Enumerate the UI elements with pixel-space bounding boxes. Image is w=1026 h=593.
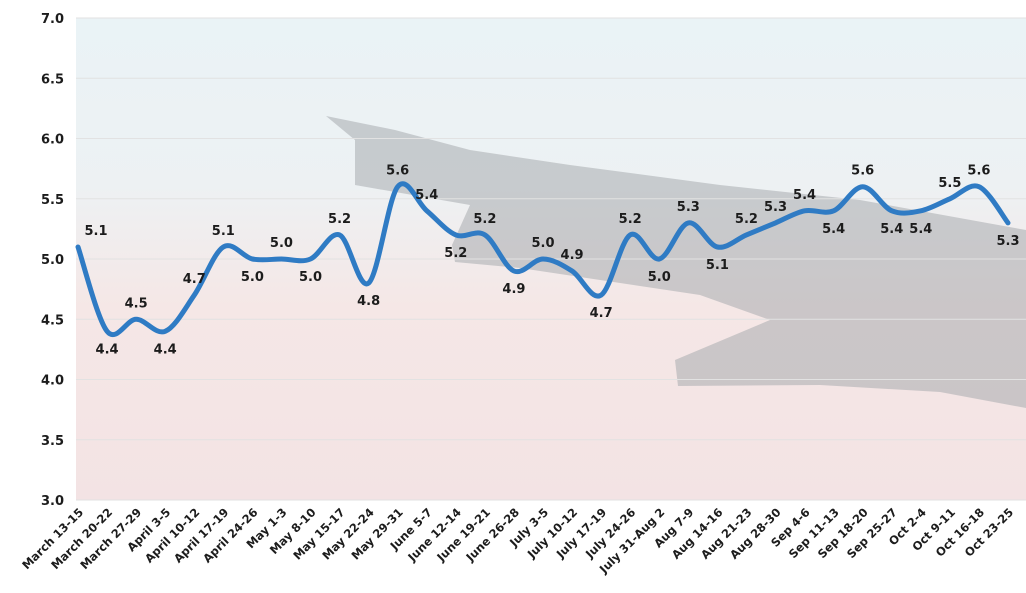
data-label: 5.4 (880, 222, 903, 237)
y-tick-label: 3.0 (41, 494, 64, 509)
y-axis: 3.0 3.5 4.0 4.5 5.0 5.5 6.0 6.5 7.0 (41, 12, 64, 509)
y-tick-label: 5.0 (41, 253, 64, 268)
series-path (75, 181, 1011, 337)
data-label: 4.8 (357, 294, 380, 309)
data-label: 4.4 (154, 342, 177, 357)
data-label: 5.3 (764, 200, 787, 215)
data-label: 5.4 (415, 188, 438, 203)
y-tick-label: 3.5 (41, 434, 64, 449)
data-label: 5.6 (851, 164, 874, 179)
data-label: 5.4 (909, 222, 932, 237)
data-label: 4.5 (125, 296, 148, 311)
data-label: 5.0 (299, 270, 322, 285)
y-tick-label: 5.5 (41, 193, 64, 208)
y-tick-label: 6.5 (41, 72, 64, 87)
data-label: 5.0 (648, 270, 671, 285)
y-tick-label: 7.0 (41, 12, 64, 27)
data-label: 5.2 (444, 246, 467, 261)
data-label: 5.6 (386, 164, 409, 179)
data-label: 5.5 (938, 176, 961, 191)
data-label: 5.3 (996, 234, 1019, 249)
data-label: 5.1 (706, 258, 729, 273)
data-label: 5.4 (822, 222, 845, 237)
data-label: 5.6 (967, 164, 990, 179)
data-label: 5.0 (241, 270, 264, 285)
data-label: 5.2 (619, 212, 642, 227)
data-label: 4.9 (561, 248, 584, 263)
data-label: 4.7 (183, 272, 206, 287)
data-label: 5.0 (270, 236, 293, 251)
y-tick-label: 6.0 (41, 133, 64, 148)
y-tick-label: 4.0 (41, 374, 64, 389)
data-label: 5.2 (473, 212, 496, 227)
data-label: 5.4 (793, 188, 816, 203)
data-label: 5.2 (328, 212, 351, 227)
data-labels: 5.1 4.4 4.5 4.4 4.7 5.1 5.0 5.0 5.0 5.2 4.8 5.6 5.4 5… (84, 164, 1019, 358)
data-label: 4.7 (590, 306, 613, 321)
data-label: 5.3 (677, 200, 700, 215)
data-label: 5.1 (84, 224, 107, 239)
data-label: 5.1 (212, 224, 235, 239)
y-tick-label: 4.5 (41, 313, 64, 328)
data-label: 4.9 (502, 282, 525, 297)
data-label: 5.0 (531, 236, 554, 251)
data-label: 5.2 (735, 212, 758, 227)
series-line (75, 181, 1011, 337)
data-label: 4.4 (96, 342, 119, 357)
